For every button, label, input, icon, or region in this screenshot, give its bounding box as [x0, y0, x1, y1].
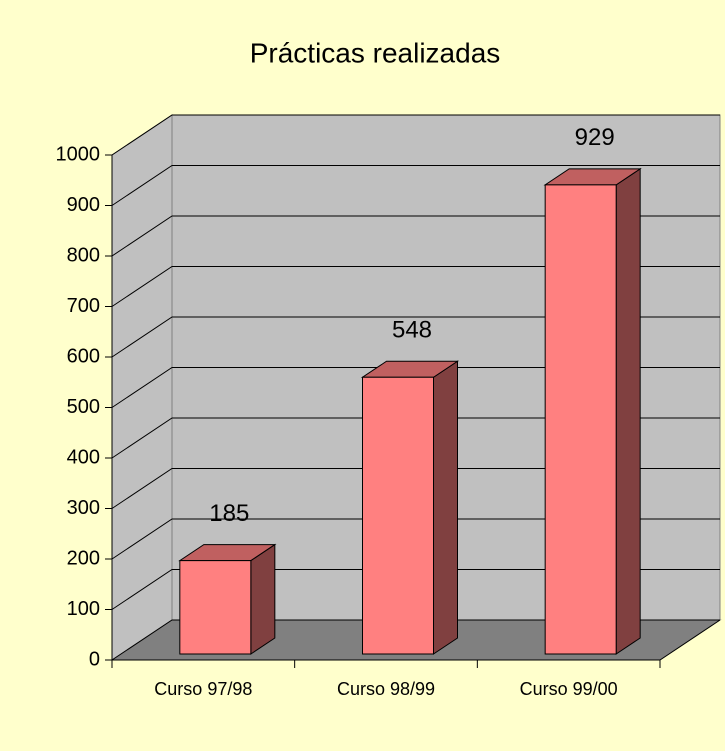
- grid-line: [111, 367, 720, 408]
- value-label: 185: [209, 500, 249, 527]
- y-tick-label: 100: [67, 598, 100, 620]
- grid-line: [111, 215, 720, 257]
- bar-side: [433, 360, 458, 655]
- bar: [362, 376, 434, 655]
- bar-side: [615, 167, 641, 655]
- grid-line: [111, 316, 720, 358]
- grid-line: [111, 266, 720, 307]
- chart-title: Prácticas realizadas: [250, 37, 501, 68]
- x-tick-label: Curso 99/00: [520, 679, 618, 699]
- grid-line: [111, 114, 720, 156]
- y-tick-label: 400: [67, 446, 100, 468]
- y-tick-label: 300: [67, 497, 100, 519]
- y-tick-label: 900: [67, 194, 100, 216]
- x-tick-label: Curso 98/99: [337, 679, 435, 699]
- bar-side: [250, 543, 276, 655]
- x-axis-depth: [659, 619, 721, 661]
- grid-line: [111, 518, 720, 560]
- y-tick-label: 0: [89, 648, 100, 670]
- grid-line: [111, 165, 720, 206]
- grid-line: [111, 417, 720, 459]
- y-tick-label: 200: [67, 547, 100, 569]
- bar: [179, 560, 252, 655]
- y-tick-label: 600: [67, 345, 100, 367]
- y-tick-label: 800: [67, 244, 100, 266]
- grid-line: [111, 569, 720, 610]
- bar: [544, 184, 617, 655]
- value-label: 929: [575, 124, 615, 151]
- y-tick-label: 1000: [56, 143, 101, 165]
- y-tick-label: 500: [67, 396, 100, 418]
- x-tick-label: Curso 97/98: [154, 679, 252, 699]
- grid-line: [111, 619, 720, 661]
- value-label: 548: [392, 317, 432, 344]
- grid-line: [111, 468, 720, 509]
- y-tick-label: 700: [67, 295, 100, 317]
